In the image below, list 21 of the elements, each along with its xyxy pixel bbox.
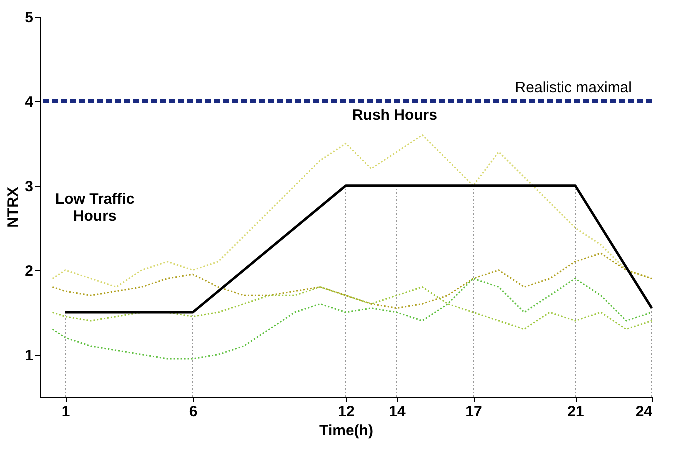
x-tick-label: 6: [189, 404, 198, 420]
line-series: [52, 278, 653, 360]
y-tick-label: 4: [25, 94, 34, 111]
y-axis-title: NTRX: [5, 187, 22, 228]
x-axis-title: Time(h): [320, 422, 374, 440]
annotation: Low Traffic Hours: [55, 190, 135, 225]
x-tick-label: 21: [568, 404, 584, 420]
x-tick-label: 24: [636, 404, 654, 420]
y-tick-label: 2: [25, 262, 34, 280]
line-series: [52, 252, 653, 310]
x-tick-label: 12: [338, 404, 355, 420]
x-tick-label: 17: [466, 404, 482, 420]
annotation: Rush Hours: [352, 107, 438, 124]
line-series: [52, 286, 653, 330]
x-tick-label: 14: [389, 404, 406, 420]
line-series: [52, 134, 653, 288]
y-tick-label: 3: [25, 178, 34, 196]
y-tick-label: 5: [25, 10, 34, 26]
x-tick-label: 1: [62, 404, 70, 420]
ref-line-label: Realistic maximal: [515, 79, 632, 96]
y-tick-label: 1: [25, 347, 34, 364]
